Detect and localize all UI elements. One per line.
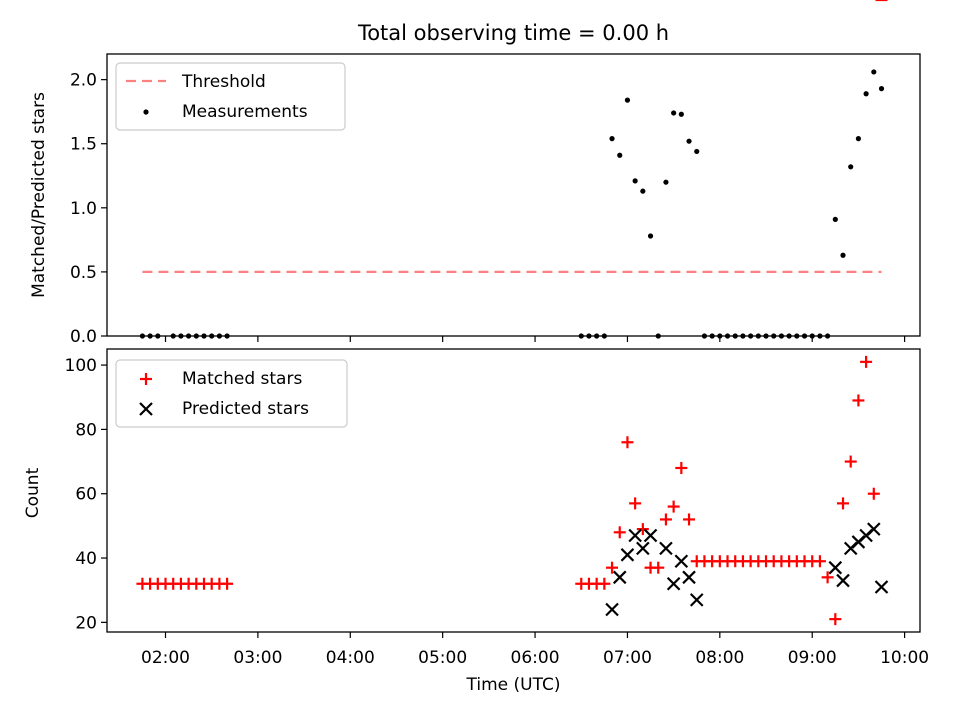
matched-star-point [844,455,857,468]
matched-star-point [821,571,834,584]
chart-title: Total observing time = 0.00 h [357,21,669,45]
measurement-point [632,178,638,184]
matched-star-point [613,526,626,539]
measurement-point [647,233,654,239]
y-tick-label: 2.0 [70,71,97,91]
measurement-point [832,216,838,222]
matched-star-point [621,436,634,449]
top-panel: 0.00.51.01.52.0 Matched/Predicted stars … [29,53,921,347]
legend-threshold-label: Threshold [181,72,266,92]
matched-star-point [667,500,680,513]
top-legend: Threshold Measurements [115,62,346,131]
bottom-x-ticks: 02:00 03:00 04:00 05:00 06:00 07:00 08:00 09:00… [141,632,929,668]
matched-star-point [829,613,842,626]
legend-measurement-swatch [143,109,149,115]
bottom-panel: 20 40 60 80 100 02:00 03:00 04:00 05:00 06:00 07:… [23,0,929,695]
y-tick-label: 0.0 [70,327,97,347]
predicted-star-point [605,602,619,617]
measurement-point [848,164,854,170]
legend-predicted-swatch [139,402,153,416]
measurement-point [609,136,615,142]
matched-star-point [636,523,649,536]
legend-measurements-label: Measurements [182,102,308,122]
x-tick-label: 04:00 [326,648,375,668]
matched-star-point [629,497,642,510]
y-tick-label: 80 [75,420,97,440]
bottom-plot-frame [106,348,921,633]
x-tick-label: 05:00 [418,648,467,668]
measurement-point [871,69,877,75]
measurement-point [663,179,669,185]
predicted-star-point [828,560,843,575]
predicted-star-point [674,554,689,569]
matched-star-point [852,394,865,407]
predicted-star-point [874,580,889,594]
measurement-point [840,252,846,258]
top-y-ticks: 0.0 0.5 1.0 1.5 2.0 [70,71,107,347]
matched-star-point [860,355,873,368]
predicted-star-point [628,528,642,543]
predicted-star-point [643,528,658,543]
measurement-point [617,152,623,158]
bottom-legend: Matched stars Predicted stars [115,359,348,428]
bottom-y-axis-label: Count [23,467,43,518]
measurement-point [640,188,646,194]
predicted-star-point [836,573,850,588]
measurement-point [624,97,631,103]
top-plot-frame [106,53,921,337]
y-tick-label: 100 [65,356,97,376]
y-tick-label: 20 [75,613,97,633]
y-tick-label: 60 [75,485,97,505]
matched-star-point [606,561,619,574]
top-legend-box [115,62,346,131]
x-tick-label: 10:00 [880,648,929,668]
y-tick-label: 40 [75,549,97,569]
x-axis-label: Time (UTC) [466,675,561,695]
measurement-point [686,138,692,144]
predicted-star-point [659,541,673,556]
x-tick-label: 08:00 [695,648,744,668]
count-points [136,0,889,626]
predicted-star-point [689,593,704,607]
legend-matched-swatch [140,373,152,385]
matched-star-point [683,513,696,526]
measurement-point [878,86,885,92]
predicted-star-point [682,570,696,585]
matched-star-point [813,555,826,568]
x-tick-label: 07:00 [603,648,652,668]
y-tick-label: 1.5 [70,135,97,155]
x-tick-label: 09:00 [788,648,837,668]
matched-star-point [837,497,850,510]
predicted-star-point [620,548,635,562]
predicted-star-point [636,541,650,556]
legend-predicted-label: Predicted stars [182,399,309,419]
measurement-point [671,110,677,116]
predicted-star-point [867,522,881,536]
matched-star-point [652,561,665,574]
matched-star-point [659,513,672,526]
matched-star-point [598,577,611,590]
measurement-point [678,111,684,117]
bottom-legend-box [115,359,348,428]
measurement-point [863,91,869,97]
legend-matched-label: Matched stars [182,369,302,389]
matched-star-point [675,461,688,474]
y-tick-label: 0.5 [70,263,97,283]
measurement-point [855,136,862,142]
bottom-y-ticks: 20 40 60 80 100 [65,356,107,633]
x-tick-label: 03:00 [233,648,282,668]
predicted-star-point [612,570,627,585]
top-y-axis-label: Matched/Predicted stars [29,92,49,298]
y-tick-label: 1.0 [70,199,97,219]
measurement-point [694,148,700,155]
matched-star-point [867,487,880,500]
x-tick-label: 02:00 [141,648,190,668]
predicted-star-point [666,576,681,591]
matched-star-point [221,577,234,590]
x-tick-label: 06:00 [511,648,560,668]
top-x-ticks [164,336,906,342]
